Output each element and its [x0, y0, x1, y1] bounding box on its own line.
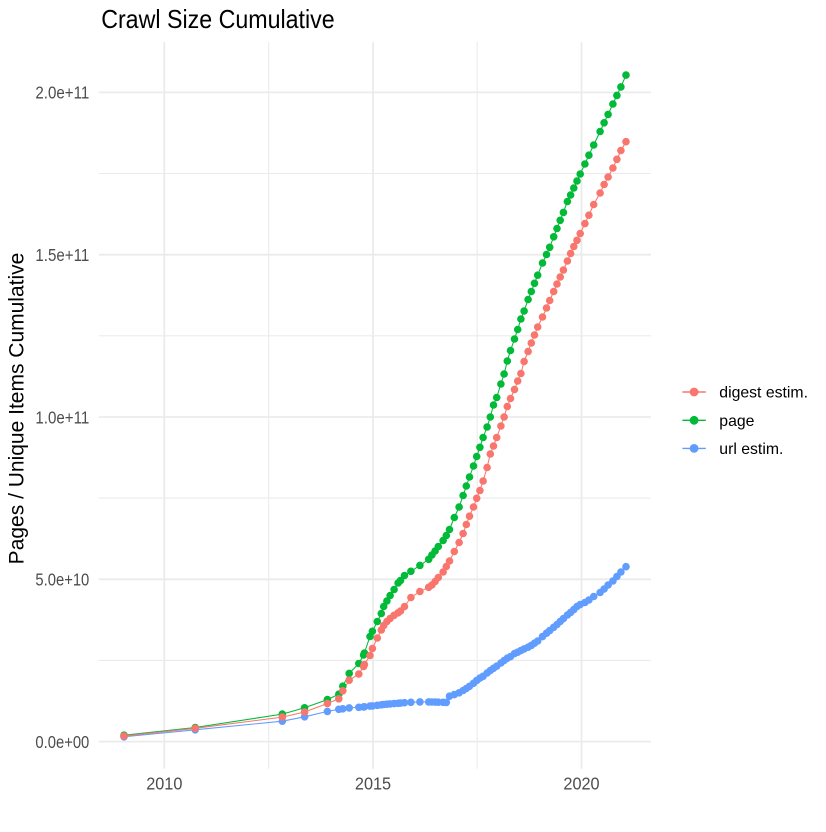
svg-text:url estim.: url estim. — [719, 441, 783, 458]
svg-text:1.0e+11: 1.0e+11 — [35, 407, 89, 427]
svg-text:1.5e+11: 1.5e+11 — [35, 245, 89, 265]
svg-text:5.0e+10: 5.0e+10 — [35, 570, 89, 590]
svg-text:Pages / Unique Items Cumulativ: Pages / Unique Items Cumulative — [6, 253, 29, 565]
svg-text:2.0e+11: 2.0e+11 — [35, 83, 89, 103]
svg-text:2020: 2020 — [563, 774, 599, 794]
svg-text:page: page — [719, 413, 754, 430]
svg-text:digest estim.: digest estim. — [719, 385, 808, 402]
svg-text:0.0e+00: 0.0e+00 — [35, 732, 89, 752]
svg-text:Crawl Size Cumulative: Crawl Size Cumulative — [101, 6, 335, 34]
svg-text:2015: 2015 — [355, 774, 391, 794]
svg-text:2010: 2010 — [146, 774, 182, 794]
